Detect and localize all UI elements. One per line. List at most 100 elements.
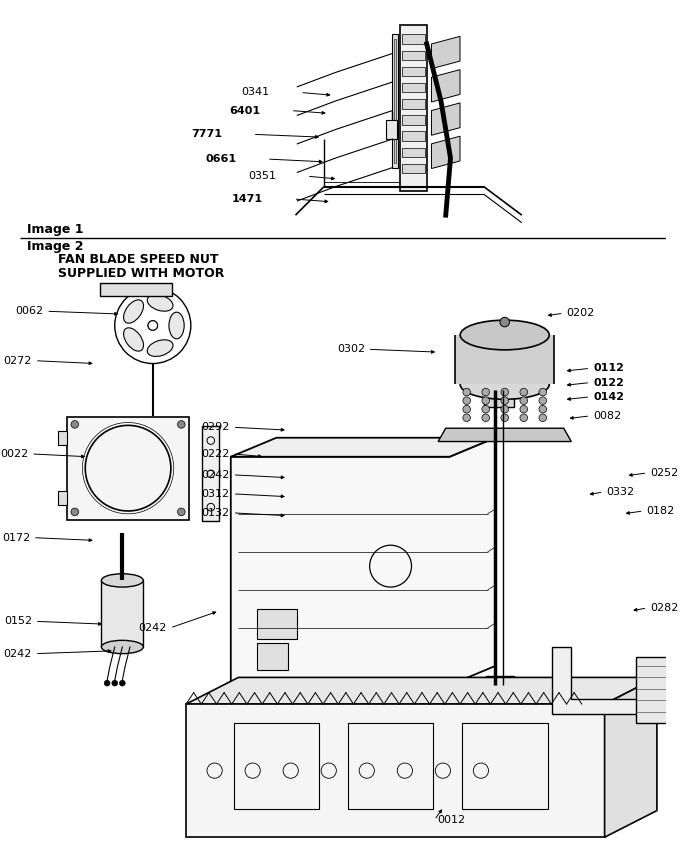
Circle shape (148, 321, 158, 330)
Circle shape (520, 414, 528, 421)
Text: 0122: 0122 (593, 377, 624, 388)
Circle shape (104, 680, 110, 686)
Bar (402, 35, 425, 44)
Circle shape (501, 388, 509, 396)
Circle shape (482, 388, 490, 396)
Ellipse shape (124, 300, 143, 324)
Circle shape (177, 508, 185, 516)
Circle shape (500, 317, 509, 327)
Polygon shape (432, 103, 460, 135)
Text: 0242: 0242 (139, 623, 167, 633)
Bar (394, 39, 396, 163)
Circle shape (539, 406, 547, 413)
Circle shape (539, 397, 547, 405)
Text: 0182: 0182 (647, 506, 675, 516)
Bar (402, 99, 425, 109)
Bar (67, 417, 189, 520)
Ellipse shape (148, 340, 173, 356)
Polygon shape (231, 438, 495, 685)
Circle shape (71, 508, 79, 516)
Bar (400, 25, 427, 191)
Circle shape (463, 388, 471, 396)
Bar (402, 51, 425, 60)
Text: 0272: 0272 (3, 356, 32, 366)
Circle shape (501, 414, 509, 421)
Bar (486, 676, 514, 695)
Circle shape (501, 406, 509, 413)
Circle shape (463, 406, 471, 413)
Bar (402, 131, 425, 141)
Circle shape (482, 414, 490, 421)
Bar (402, 67, 425, 76)
Text: 0312: 0312 (202, 489, 230, 499)
Ellipse shape (101, 640, 143, 654)
Bar (455, 335, 554, 384)
Text: 0142: 0142 (593, 392, 624, 402)
Bar (202, 426, 220, 522)
Ellipse shape (460, 369, 549, 400)
Polygon shape (438, 428, 571, 441)
Text: 0292: 0292 (201, 422, 230, 432)
Circle shape (520, 406, 528, 413)
Bar (392, 35, 398, 168)
Text: 0112: 0112 (593, 363, 624, 374)
Text: FAN BLADE SPEED NUT: FAN BLADE SPEED NUT (58, 253, 218, 266)
Bar (402, 148, 425, 157)
Polygon shape (186, 677, 657, 704)
Bar (258, 609, 297, 639)
Polygon shape (432, 36, 460, 68)
Ellipse shape (460, 320, 549, 349)
Polygon shape (432, 69, 460, 102)
Text: 0202: 0202 (566, 308, 595, 318)
Circle shape (112, 680, 118, 686)
Circle shape (463, 397, 471, 405)
Text: 0282: 0282 (650, 603, 679, 613)
Polygon shape (605, 677, 657, 837)
Circle shape (501, 397, 509, 405)
Bar (234, 723, 319, 809)
Circle shape (520, 397, 528, 405)
Bar (402, 115, 425, 125)
Text: Image 2: Image 2 (27, 240, 84, 253)
Bar (402, 83, 425, 93)
Text: 6401: 6401 (229, 106, 260, 116)
Text: 0172: 0172 (2, 533, 30, 542)
Circle shape (148, 321, 158, 330)
Ellipse shape (101, 573, 143, 587)
Circle shape (482, 397, 490, 405)
Text: SUPPLIED WITH MOTOR: SUPPLIED WITH MOTOR (58, 266, 224, 279)
Text: 0242: 0242 (3, 649, 32, 658)
Text: Image 1: Image 1 (27, 223, 84, 236)
Circle shape (539, 388, 547, 396)
Polygon shape (186, 704, 605, 837)
Circle shape (539, 414, 547, 421)
Ellipse shape (124, 328, 143, 351)
Text: 0351: 0351 (248, 171, 277, 181)
Bar (101, 580, 143, 647)
Bar (462, 723, 547, 809)
Text: 0252: 0252 (650, 468, 679, 478)
Text: 0341: 0341 (241, 87, 270, 98)
Circle shape (463, 414, 471, 421)
Polygon shape (552, 647, 638, 714)
Circle shape (482, 406, 490, 413)
Text: 7771: 7771 (191, 129, 222, 139)
Bar (258, 644, 288, 670)
Text: 0062: 0062 (15, 306, 44, 317)
Bar (402, 163, 425, 173)
Bar (58, 491, 67, 505)
Ellipse shape (169, 312, 184, 339)
Text: 0302: 0302 (337, 344, 365, 355)
Text: 0242: 0242 (201, 470, 230, 480)
Text: 0012: 0012 (437, 815, 465, 825)
Text: 0022: 0022 (0, 449, 28, 459)
Circle shape (177, 420, 185, 428)
Text: 1471: 1471 (232, 194, 263, 204)
Circle shape (120, 680, 125, 686)
Polygon shape (101, 283, 172, 296)
Text: 0332: 0332 (607, 487, 634, 497)
Circle shape (71, 420, 79, 428)
Polygon shape (636, 657, 680, 723)
Bar (483, 390, 514, 407)
Polygon shape (432, 136, 460, 169)
